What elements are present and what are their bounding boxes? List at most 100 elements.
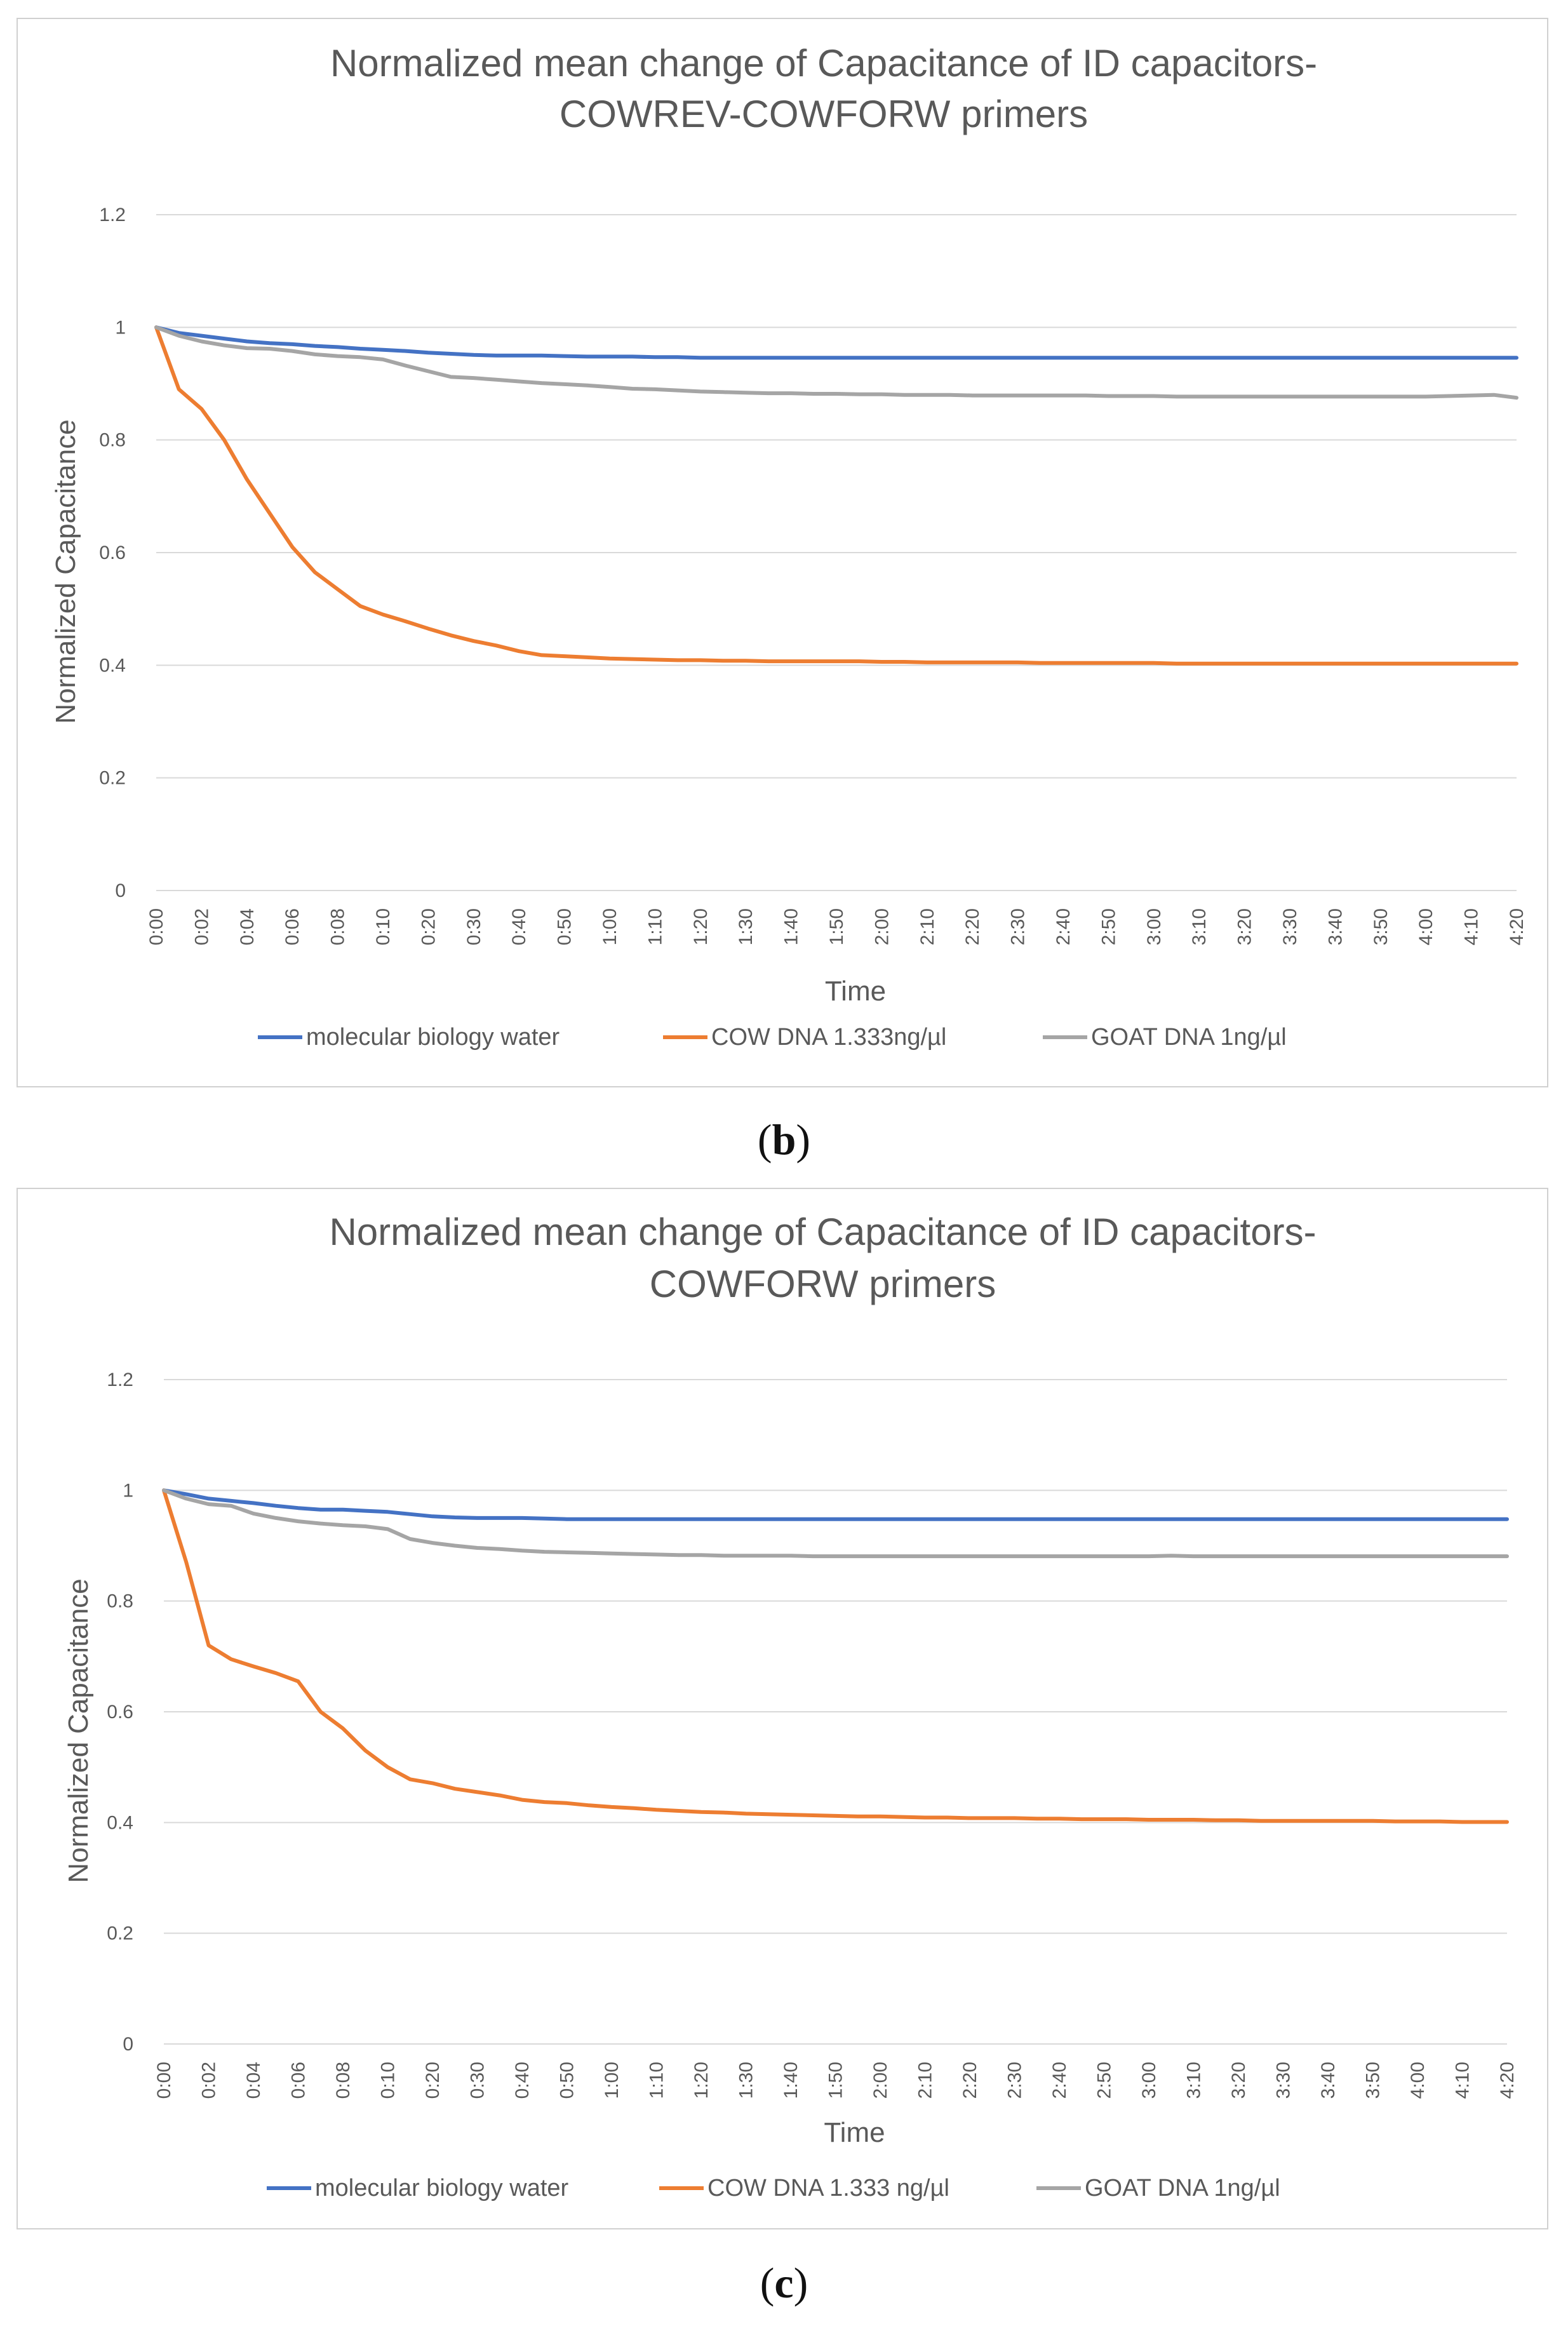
x-tick-label-c-0:00: 0:00 [154, 2062, 175, 2099]
x-tick-label-b-0:30: 0:30 [464, 908, 485, 945]
x-tick-label-c-3:30: 3:30 [1273, 2062, 1294, 2099]
x-tick-label-b-3:40: 3:40 [1325, 908, 1346, 945]
x-tick-label-b-0:50: 0:50 [554, 908, 575, 945]
chart-title-line-c-1: COWFORW primers [650, 1263, 996, 1305]
x-tick-label-b-1:20: 1:20 [690, 908, 711, 945]
x-tick-label-c-0:20: 0:20 [422, 2062, 443, 2099]
x-tick-label-c-3:00: 3:00 [1139, 2062, 1160, 2099]
x-tick-label-b-1:50: 1:50 [826, 908, 847, 945]
x-tick-label-c-4:10: 4:10 [1452, 2062, 1473, 2099]
x-axis-label-c: Time [824, 2117, 885, 2148]
legend-label-c-0: molecular biology water [315, 2175, 569, 2202]
x-tick-label-c-2:00: 2:00 [870, 2062, 891, 2099]
y-tick-label-b-0.4: 0.4 [99, 655, 126, 676]
x-tick-label-c-2:50: 2:50 [1094, 2062, 1115, 2099]
x-tick-label-b-0:04: 0:04 [237, 908, 258, 945]
y-tick-label-b-1.2: 1.2 [99, 205, 126, 225]
chart-title-line-c-0: Normalized mean change of Capacitance of… [329, 1211, 1316, 1253]
x-tick-label-c-2:10: 2:10 [915, 2062, 936, 2099]
series-line-b-1 [154, 325, 1518, 666]
x-tick-label-b-0:08: 0:08 [328, 908, 349, 945]
y-axis-label-c: Normalized Capacitance [63, 1578, 94, 1883]
y-tick-label-c-1.2: 1.2 [107, 1369, 133, 1390]
x-tick-label-c-4:00: 4:00 [1407, 2062, 1428, 2099]
x-tick-label-b-2:30: 2:30 [1008, 908, 1029, 945]
y-axis-label-b: Normalized Capacitance [50, 419, 81, 723]
legend-label-b-1: COW DNA 1.333ng/µl [711, 1024, 946, 1051]
x-tick-label-c-1:20: 1:20 [691, 2062, 712, 2099]
series-line-b-2 [154, 325, 1518, 400]
y-tick-label-b-0.2: 0.2 [99, 768, 126, 789]
x-tick-label-b-4:20: 4:20 [1506, 908, 1527, 945]
x-tick-label-b-1:10: 1:10 [645, 908, 666, 945]
x-tick-label-c-1:00: 1:00 [601, 2062, 622, 2099]
x-tick-label-b-0:10: 0:10 [373, 908, 394, 945]
x-tick-label-b-4:00: 4:00 [1416, 908, 1437, 945]
x-tick-label-c-3:40: 3:40 [1318, 2062, 1339, 2099]
x-tick-label-b-0:20: 0:20 [418, 908, 439, 945]
legend-label-c-2: GOAT DNA 1ng/µl [1085, 2175, 1280, 2202]
x-tick-label-c-0:04: 0:04 [243, 2062, 264, 2099]
x-tick-label-b-1:40: 1:40 [781, 908, 802, 945]
series-line-b-0 [154, 325, 1518, 360]
y-tick-label-b-0.8: 0.8 [99, 430, 126, 451]
figure-caption-c: (c) [760, 2259, 808, 2307]
y-tick-label-c-0: 0 [123, 2034, 133, 2055]
x-tick-label-b-3:20: 3:20 [1235, 908, 1256, 945]
legend-label-c-1: COW DNA 1.333 ng/µl [707, 2175, 949, 2202]
x-tick-label-b-2:00: 2:00 [871, 908, 892, 945]
x-tick-label-c-0:50: 0:50 [557, 2062, 578, 2099]
x-tick-label-b-3:10: 3:10 [1189, 908, 1210, 945]
x-tick-label-b-2:20: 2:20 [962, 908, 983, 945]
x-tick-label-b-2:40: 2:40 [1053, 908, 1074, 945]
x-tick-label-c-0:06: 0:06 [288, 2062, 309, 2099]
x-tick-label-c-0:30: 0:30 [467, 2062, 488, 2099]
x-tick-label-c-3:10: 3:10 [1184, 2062, 1205, 2099]
y-tick-label-c-0.8: 0.8 [107, 1591, 133, 1612]
series-line-c-2 [162, 1488, 1509, 1559]
x-tick-label-b-0:02: 0:02 [191, 908, 212, 945]
series-line-c-0 [162, 1488, 1509, 1521]
x-tick-label-c-0:08: 0:08 [333, 2062, 354, 2099]
x-tick-label-c-1:40: 1:40 [781, 2062, 801, 2099]
y-tick-label-c-0.2: 0.2 [107, 1923, 133, 1944]
series-line-c-1 [162, 1488, 1509, 1824]
x-tick-label-b-3:30: 3:30 [1280, 908, 1301, 945]
x-tick-label-c-1:50: 1:50 [826, 2062, 847, 2099]
x-tick-label-c-2:40: 2:40 [1049, 2062, 1070, 2099]
y-tick-label-c-1: 1 [123, 1480, 133, 1501]
chart-title-line-b-0: Normalized mean change of Capacitance of… [330, 42, 1317, 84]
x-tick-label-c-0:10: 0:10 [378, 2062, 399, 2099]
x-tick-label-c-1:30: 1:30 [736, 2062, 757, 2099]
x-tick-label-c-0:02: 0:02 [199, 2062, 220, 2099]
x-tick-label-c-2:20: 2:20 [960, 2062, 981, 2099]
legend-label-b-2: GOAT DNA 1ng/µl [1091, 1024, 1287, 1051]
y-tick-label-c-0.4: 0.4 [107, 1812, 133, 1833]
legend-label-b-0: molecular biology water [306, 1024, 560, 1051]
x-tick-label-b-3:00: 3:00 [1144, 908, 1165, 945]
x-tick-label-b-2:50: 2:50 [1098, 908, 1119, 945]
y-tick-label-b-0.6: 0.6 [99, 542, 126, 563]
x-tick-label-c-2:30: 2:30 [1005, 2062, 1026, 2099]
x-tick-label-b-4:10: 4:10 [1461, 908, 1482, 945]
x-tick-label-b-1:00: 1:00 [600, 908, 620, 945]
x-tick-label-c-3:50: 3:50 [1363, 2062, 1384, 2099]
x-tick-label-b-1:30: 1:30 [735, 908, 756, 945]
line-chart-c: Normalized mean change of Capacitance of… [63, 1211, 1518, 2202]
chart-panel-b: Normalized mean change of Capacitance of… [17, 18, 1548, 1087]
chart-title-line-b-1: COWREV-COWFORW primers [560, 93, 1088, 135]
y-tick-label-b-1: 1 [115, 317, 126, 338]
x-tick-label-b-0:06: 0:06 [282, 908, 303, 945]
x-axis-label-b: Time [825, 976, 886, 1007]
chart-panel-c: Normalized mean change of Capacitance of… [17, 1188, 1548, 2229]
x-tick-label-b-0:40: 0:40 [509, 908, 530, 945]
x-tick-label-c-3:20: 3:20 [1228, 2062, 1249, 2099]
line-chart-b: Normalized mean change of Capacitance of… [50, 42, 1527, 1051]
x-tick-label-b-0:00: 0:00 [146, 908, 167, 945]
y-tick-label-c-0.6: 0.6 [107, 1702, 133, 1723]
x-tick-label-c-0:40: 0:40 [512, 2062, 533, 2099]
figure-caption-b: (b) [757, 1115, 811, 1164]
y-tick-label-b-0: 0 [115, 880, 126, 901]
x-tick-label-c-4:20: 4:20 [1497, 2062, 1518, 2099]
x-tick-label-c-1:10: 1:10 [647, 2062, 667, 2099]
